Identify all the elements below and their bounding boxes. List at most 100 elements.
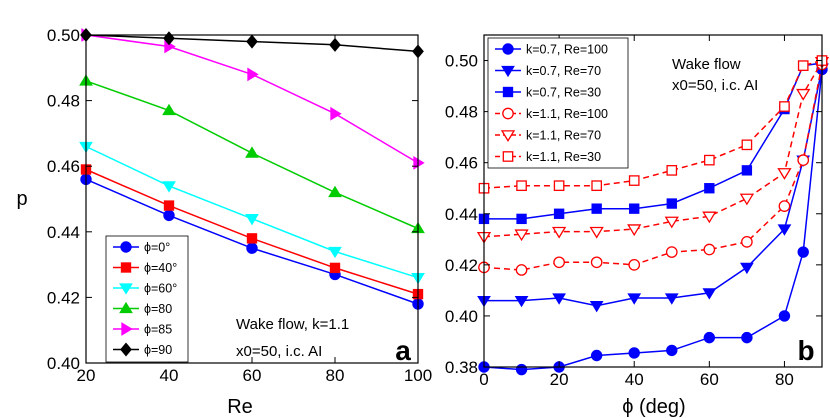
panel-a-ytick-label: 0.50 (47, 26, 80, 45)
panel-b-data-point (796, 88, 811, 101)
panel-b-legend-marker (502, 151, 514, 162)
panel-a-xtick-label: 60 (243, 366, 262, 385)
panel-b-legend: k=0.7, Re=100 k=0.7, Re=70 k=0.7, Re=30 k=1… (487, 37, 629, 169)
panel-b-legend-marker (502, 86, 514, 98)
panel-a-legend-label: ϕ=60° (144, 282, 177, 296)
panel-b-data-point (591, 203, 602, 214)
panel-a-ytick-label: 0.40 (47, 354, 80, 373)
panel-b-data-point (553, 180, 565, 192)
panel-b-data-point (778, 200, 791, 212)
panel-b-ytick-label: 0.46 (445, 154, 478, 173)
panel-a-legend-box (105, 235, 189, 363)
panel-b-xtick-label: 60 (700, 370, 719, 389)
panel-a-legend-marker (121, 322, 133, 336)
panel-b-data-point (551, 226, 567, 239)
panel-b-data-point (516, 180, 527, 192)
panel-a-data-point (162, 103, 176, 116)
panel-a-annotation-line2: x0=50, i.c. AI (236, 343, 322, 360)
panel-a-data-point (413, 156, 425, 170)
panel-b-data-point (516, 213, 527, 225)
panel-a-data-point (329, 262, 341, 274)
panel-b-data-point (591, 180, 602, 192)
panel-a-xlabel: Re (227, 396, 253, 418)
panel-a-legend-marker (119, 301, 133, 314)
panel-b-legend-marker (500, 130, 516, 142)
panel-a-series-layer (79, 27, 425, 310)
panel-a-legend-marker (120, 262, 132, 273)
panel-b-legend-label: k=1.1, Re=100 (526, 107, 608, 121)
panel-b-legend-box (487, 37, 629, 169)
panel-b-xlabel: ϕ (deg) (622, 396, 685, 418)
panel-b-ticks: 0 20 40 60 80 0.38 0.40 0.42 0.44 0.46 0.48 0.50 (445, 35, 822, 389)
panel-b-data-point (739, 193, 755, 206)
panel-b-data-point (666, 344, 678, 357)
panel-b-annotation-line2: x0=50, i.c. AI (672, 77, 758, 94)
panel-b-data-point (797, 154, 810, 166)
panel-b-legend-label: k=1.1, Re=30 (526, 150, 601, 164)
panel-b-xtick-label: 20 (550, 370, 569, 389)
panel-a-data-point (328, 185, 342, 198)
panel-b-data-point (552, 293, 566, 305)
panel-b-data-point (514, 295, 529, 308)
panel-b-data-point (777, 168, 792, 180)
panel-b-ytick-label: 0.40 (445, 307, 478, 326)
panel-b-data-point (664, 216, 679, 229)
panel-b-data-point (779, 101, 790, 112)
panel-b-legend-marker (502, 107, 514, 120)
panel-b-data-point (627, 293, 642, 305)
panel-b-data-point (741, 331, 753, 344)
panel-a-data-point (163, 200, 175, 211)
panel-b-data-point (628, 347, 640, 359)
panel-b-data-point (703, 243, 716, 256)
panel-a-data-point (328, 246, 342, 259)
panel-b-data-point (797, 60, 809, 71)
panel-b-data-point (514, 229, 529, 242)
panel-b-data-point (589, 301, 604, 313)
panel-b-data-point (553, 256, 565, 269)
panel-a-legend-label: ϕ=80 (144, 302, 172, 316)
panel-a-legend-label: ϕ=0° (144, 241, 170, 255)
panel-a-ticks: 20 40 60 80 100 0.40 0.42 0.44 0.46 0.48 0.50 (47, 26, 432, 385)
panel-a-data-point (329, 37, 341, 52)
panel-a-legend-marker (120, 241, 132, 253)
panel-a-xtick-label: 80 (326, 366, 345, 385)
panel-b-data-point (704, 154, 715, 166)
panel-b-data-point (627, 224, 642, 237)
panel-b-legend-label: k=0.7, Re=30 (526, 86, 601, 100)
panel-b-data-point (666, 165, 678, 176)
panel-a-xtick-label: 20 (77, 366, 96, 385)
panel-b-data-point (778, 310, 791, 322)
panel-a-legend-label: ϕ=85 (144, 323, 172, 337)
panel-a-data-point (162, 181, 176, 193)
panel-b-series-line-4 (483, 61, 823, 238)
panel-b-data-point (704, 183, 715, 194)
panel-b-data-point (740, 262, 754, 275)
panel-b-data-point (666, 198, 677, 209)
panel-b-letter: b (797, 335, 814, 366)
panel-b-data-point (515, 363, 528, 376)
panel-b: 0 20 40 60 80 0.38 0.40 0.42 0.44 0.46 0.48 0.50 ϕ … (445, 34, 830, 418)
panel-b-ytick-label: 0.44 (445, 205, 478, 224)
panel-b-legend-label: k=0.7, Re=100 (526, 43, 608, 57)
panel-b-annotation-line1: Wake flow (672, 56, 741, 73)
panel-a-data-point (330, 106, 342, 121)
panel-a-annotation-line1: Wake flow, k=1.1 (236, 316, 349, 333)
panel-b-data-point (515, 264, 528, 276)
panel-a-data-point (246, 233, 258, 244)
panel-b-data-point (553, 208, 565, 219)
panel-a-data-point (246, 34, 258, 49)
panel-b-data-point (590, 349, 603, 362)
panel-a-data-point (247, 67, 259, 82)
panel-a-data-point (245, 214, 259, 226)
panel-a-ytick-label: 0.48 (47, 92, 80, 111)
panel-b-xtick-label: 0 (479, 370, 488, 389)
panel-b-legend-label: k=1.1, Re=70 (526, 129, 601, 143)
panel-b-ytick-label: 0.48 (445, 103, 478, 122)
panel-b-data-point (797, 246, 809, 258)
panel-b-data-point (741, 236, 753, 248)
panel-b-data-point (702, 211, 717, 224)
panel-b-data-point (741, 139, 753, 151)
panel-b-legend-label: k=0.7, Re=70 (526, 64, 601, 78)
panel-a-data-point (163, 209, 175, 222)
